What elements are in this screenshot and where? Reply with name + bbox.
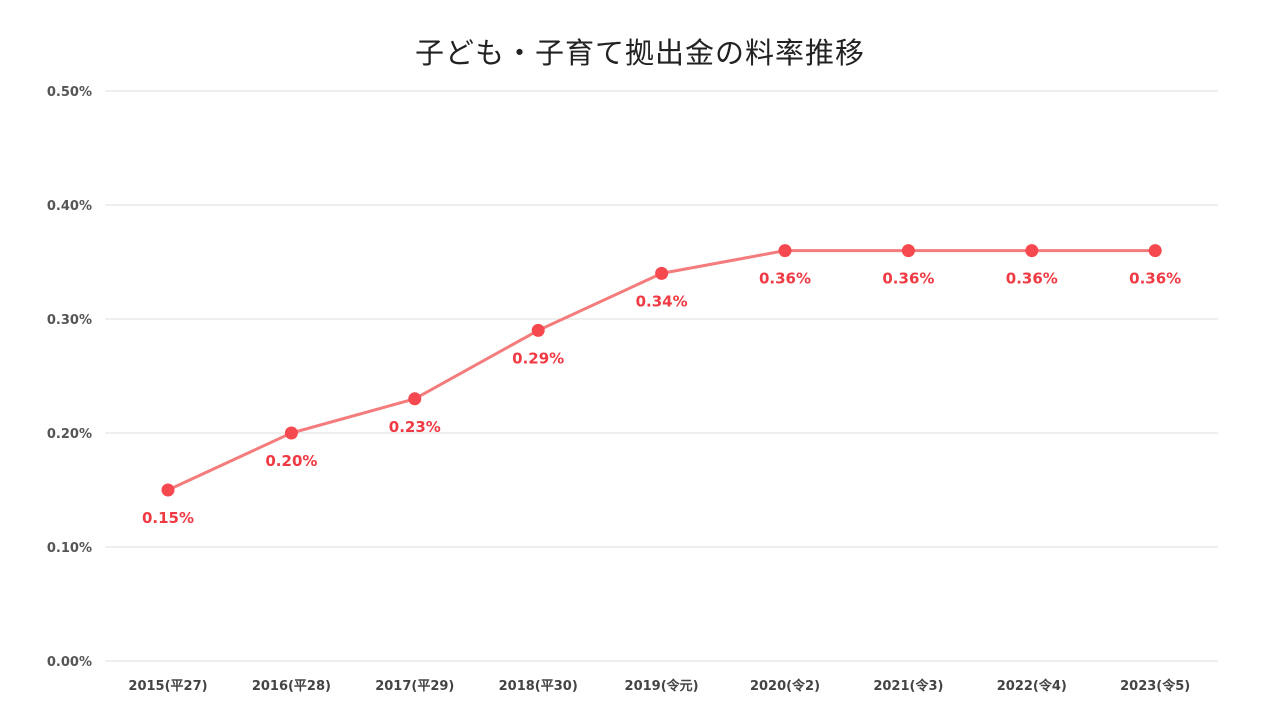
data-label: 0.36% bbox=[882, 270, 934, 288]
y-axis: 0.00% 0.10% 0.20% 0.30% 0.40% 0.50% bbox=[47, 85, 92, 670]
x-tick-label: 2021(令3) bbox=[873, 678, 943, 694]
y-tick-label: 0.50% bbox=[47, 85, 92, 100]
x-tick-label: 2023(令5) bbox=[1120, 678, 1190, 694]
data-point bbox=[284, 426, 298, 440]
x-axis: 2015(平27) 2016(平28) 2017(平29) 2018(平30) 2019… bbox=[128, 678, 1190, 694]
data-point bbox=[655, 266, 669, 280]
x-tick-label: 2016(平28) bbox=[252, 679, 331, 694]
y-tick-label: 0.00% bbox=[47, 655, 92, 670]
data-point bbox=[408, 392, 422, 406]
data-labels-layer: 0.15% 0.20% 0.23% 0.29% 0.34% 0.36% 0.36% 0.36%… bbox=[142, 270, 1181, 527]
x-tick-label: 2022(令4) bbox=[997, 678, 1067, 694]
data-label: 0.34% bbox=[636, 292, 688, 310]
grid-layer bbox=[105, 90, 1218, 662]
data-label: 0.20% bbox=[265, 452, 317, 470]
x-tick-label: 2018(平30) bbox=[499, 679, 578, 694]
x-tick-label: 2020(令2) bbox=[750, 678, 820, 694]
chart-title: 子ども・子育て拠出金の料率推移 bbox=[414, 36, 865, 70]
data-point bbox=[1148, 244, 1162, 258]
y-tick-label: 0.20% bbox=[47, 427, 92, 442]
data-point bbox=[161, 483, 175, 497]
y-tick-label: 0.40% bbox=[47, 199, 92, 214]
data-label: 0.36% bbox=[1129, 270, 1181, 288]
data-point bbox=[778, 244, 792, 258]
data-point bbox=[1025, 244, 1039, 258]
data-point bbox=[531, 323, 545, 337]
y-tick-label: 0.30% bbox=[47, 313, 92, 328]
x-tick-label: 2019(令元) bbox=[625, 678, 699, 694]
data-label: 0.23% bbox=[389, 418, 441, 436]
data-label: 0.36% bbox=[759, 270, 811, 288]
points-layer bbox=[161, 244, 1162, 497]
x-tick-label: 2015(平27) bbox=[128, 679, 207, 694]
data-label: 0.15% bbox=[142, 509, 194, 527]
data-label: 0.29% bbox=[512, 349, 564, 367]
data-label: 0.36% bbox=[1006, 270, 1058, 288]
y-tick-label: 0.10% bbox=[47, 541, 92, 556]
x-tick-label: 2017(平29) bbox=[375, 679, 454, 694]
data-point bbox=[901, 244, 915, 258]
